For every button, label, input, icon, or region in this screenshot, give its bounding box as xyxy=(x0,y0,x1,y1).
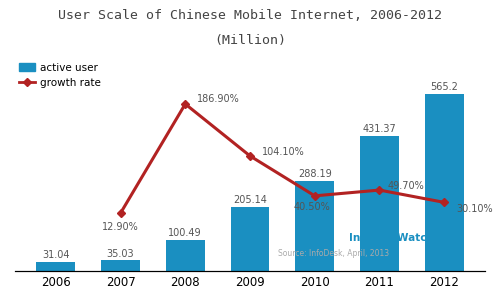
Text: 12.90%: 12.90% xyxy=(102,222,139,232)
Text: 205.14: 205.14 xyxy=(233,195,267,205)
Text: 431.37: 431.37 xyxy=(362,124,396,134)
Bar xyxy=(36,262,75,271)
Text: Source: InfoDesk, April, 2013: Source: InfoDesk, April, 2013 xyxy=(278,249,390,258)
Bar xyxy=(230,207,270,271)
Text: 40.50%: 40.50% xyxy=(293,202,330,212)
Bar xyxy=(425,94,464,271)
Bar xyxy=(360,136,399,271)
Text: 35.03: 35.03 xyxy=(106,249,134,259)
Text: 565.2: 565.2 xyxy=(430,82,458,92)
Text: User Scale of Chinese Mobile Internet, 2006-2012: User Scale of Chinese Mobile Internet, 2… xyxy=(58,9,442,22)
Text: 186.90%: 186.90% xyxy=(197,94,240,104)
Bar xyxy=(166,240,204,271)
Text: 104.10%: 104.10% xyxy=(262,147,304,157)
Text: 100.49: 100.49 xyxy=(168,228,202,238)
Text: (Million): (Million) xyxy=(214,34,286,47)
Text: InternetWatch: InternetWatch xyxy=(348,233,434,243)
Legend: active user, growth rate: active user, growth rate xyxy=(15,59,105,92)
Text: 288.19: 288.19 xyxy=(298,169,332,179)
Text: 49.70%: 49.70% xyxy=(387,181,424,191)
Text: 30.10%: 30.10% xyxy=(456,204,492,213)
Bar xyxy=(296,181,334,271)
Text: 31.04: 31.04 xyxy=(42,250,70,260)
Bar xyxy=(101,260,140,271)
